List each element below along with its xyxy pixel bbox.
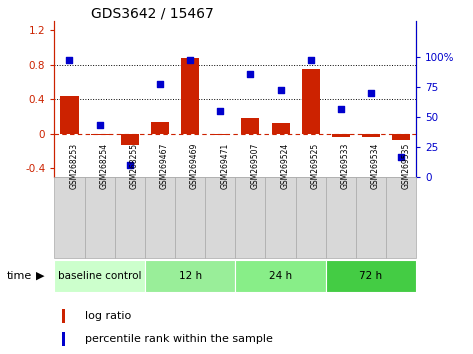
Bar	[302, 69, 320, 134]
Bar	[392, 134, 410, 140]
Text: GSM268253: GSM268253	[70, 143, 79, 189]
Bar	[326, 260, 416, 292]
Bar	[205, 177, 235, 258]
Text: GSM268254: GSM268254	[100, 143, 109, 189]
Point	[246, 71, 254, 77]
Bar	[145, 177, 175, 258]
Bar	[265, 177, 296, 258]
Point	[66, 57, 73, 62]
Text: GSM269524: GSM269524	[280, 143, 289, 189]
Bar	[356, 177, 386, 258]
Bar	[235, 260, 326, 292]
Point	[277, 87, 284, 92]
Text: GSM269469: GSM269469	[190, 143, 199, 189]
Text: 24 h: 24 h	[269, 271, 292, 281]
Text: GSM268255: GSM268255	[130, 143, 139, 189]
Bar	[362, 134, 380, 137]
Bar	[61, 96, 79, 134]
Text: 72 h: 72 h	[359, 271, 383, 281]
Bar	[61, 332, 65, 346]
Bar	[296, 177, 326, 258]
Point	[217, 108, 224, 114]
Bar	[54, 177, 85, 258]
Bar	[211, 134, 229, 136]
Text: GSM269507: GSM269507	[250, 143, 259, 189]
Text: ▶: ▶	[35, 271, 44, 281]
Text: GSM269467: GSM269467	[160, 143, 169, 189]
Bar	[61, 309, 65, 323]
Text: GSM269471: GSM269471	[220, 143, 229, 189]
Point	[307, 57, 315, 62]
Text: GSM269534: GSM269534	[371, 143, 380, 189]
Bar	[85, 177, 114, 258]
Point	[397, 154, 405, 159]
Text: log ratio: log ratio	[85, 311, 131, 321]
Bar	[54, 260, 145, 292]
Text: baseline control: baseline control	[58, 271, 141, 281]
Point	[186, 57, 194, 62]
Point	[337, 106, 345, 112]
Bar	[386, 177, 416, 258]
Bar	[235, 177, 265, 258]
Bar	[91, 134, 109, 136]
Text: time: time	[7, 271, 32, 281]
Point	[156, 81, 164, 86]
Point	[126, 162, 133, 168]
Point	[367, 90, 375, 96]
Text: 12 h: 12 h	[178, 271, 201, 281]
Bar	[151, 122, 169, 134]
Bar	[145, 260, 235, 292]
Bar	[272, 123, 289, 134]
Bar	[181, 58, 199, 134]
Text: GSM269525: GSM269525	[311, 143, 320, 189]
Bar	[175, 177, 205, 258]
Text: percentile rank within the sample: percentile rank within the sample	[85, 333, 273, 344]
Text: GSM269535: GSM269535	[401, 143, 410, 189]
Bar	[241, 118, 259, 134]
Bar	[114, 177, 145, 258]
Bar	[326, 177, 356, 258]
Bar	[121, 134, 139, 145]
Text: GDS3642 / 15467: GDS3642 / 15467	[91, 6, 213, 20]
Bar	[332, 134, 350, 137]
Point	[96, 122, 104, 128]
Text: GSM269533: GSM269533	[341, 143, 350, 189]
